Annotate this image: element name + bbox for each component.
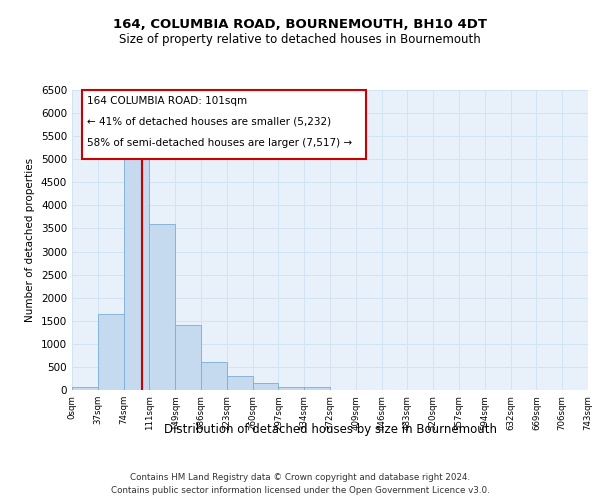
Bar xyxy=(175,326,201,390)
Y-axis label: Number of detached properties: Number of detached properties xyxy=(25,158,35,322)
Bar xyxy=(278,386,304,390)
Bar xyxy=(201,362,227,390)
Bar xyxy=(149,224,175,390)
Text: Contains public sector information licensed under the Open Government Licence v3: Contains public sector information licen… xyxy=(110,486,490,495)
Bar xyxy=(124,154,149,390)
Bar xyxy=(72,386,98,390)
Text: Size of property relative to detached houses in Bournemouth: Size of property relative to detached ho… xyxy=(119,32,481,46)
Text: Contains HM Land Registry data © Crown copyright and database right 2024.: Contains HM Land Registry data © Crown c… xyxy=(130,472,470,482)
Text: ← 41% of detached houses are smaller (5,232): ← 41% of detached houses are smaller (5,… xyxy=(88,117,332,127)
Text: Distribution of detached houses by size in Bournemouth: Distribution of detached houses by size … xyxy=(163,422,497,436)
FancyBboxPatch shape xyxy=(82,90,366,159)
Text: 164, COLUMBIA ROAD, BOURNEMOUTH, BH10 4DT: 164, COLUMBIA ROAD, BOURNEMOUTH, BH10 4D… xyxy=(113,18,487,30)
Bar xyxy=(253,383,278,390)
Text: 164 COLUMBIA ROAD: 101sqm: 164 COLUMBIA ROAD: 101sqm xyxy=(88,96,248,106)
Bar xyxy=(304,386,330,390)
Bar xyxy=(98,314,124,390)
Bar xyxy=(227,376,253,390)
Text: 58% of semi-detached houses are larger (7,517) →: 58% of semi-detached houses are larger (… xyxy=(88,138,353,148)
